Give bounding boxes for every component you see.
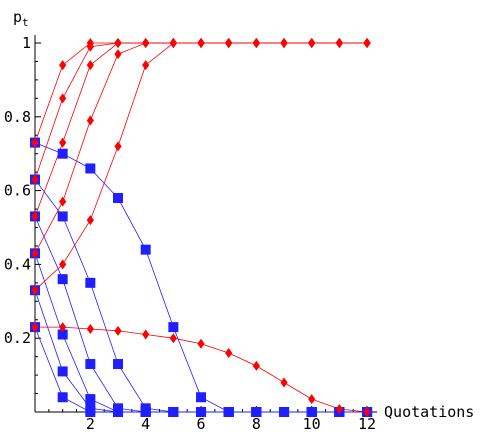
data-point-diamond bbox=[31, 248, 39, 259]
data-point-diamond bbox=[114, 49, 122, 60]
data-point-diamond bbox=[31, 322, 39, 333]
data-point-square bbox=[140, 407, 151, 417]
data-point-square bbox=[168, 407, 179, 417]
data-point-square bbox=[57, 148, 68, 159]
data-point-diamond bbox=[114, 325, 122, 336]
y-tick-label: 0.4 bbox=[4, 255, 31, 273]
y-tick-label: 1 bbox=[22, 34, 31, 52]
data-point-square bbox=[113, 192, 124, 203]
data-point-diamond bbox=[308, 38, 316, 48]
data-point-diamond bbox=[31, 137, 39, 148]
data-point-diamond bbox=[86, 115, 94, 126]
series-line-red bbox=[34, 42, 367, 143]
y-tick-label: 0.8 bbox=[4, 108, 31, 126]
series-layer bbox=[30, 38, 373, 417]
data-point-square bbox=[85, 394, 96, 405]
data-point-diamond bbox=[31, 285, 39, 296]
data-point-diamond bbox=[31, 174, 39, 185]
data-point-square bbox=[57, 366, 68, 377]
x-axis-title: Quotations bbox=[384, 403, 474, 421]
series-line-blue bbox=[34, 253, 367, 413]
data-point-diamond bbox=[86, 215, 94, 226]
ticks: 2 4 6 8 10 12 0.2 0.4 0.6 0.8 1 bbox=[4, 34, 376, 433]
data-point-diamond bbox=[225, 38, 233, 48]
data-point-diamond bbox=[197, 38, 205, 48]
series-line-red bbox=[34, 42, 367, 217]
series-markers bbox=[30, 38, 373, 417]
data-point-square bbox=[85, 359, 96, 370]
data-point-diamond bbox=[169, 333, 177, 344]
data-point-diamond bbox=[142, 60, 150, 71]
series-line-blue bbox=[34, 216, 367, 413]
data-point-diamond bbox=[169, 38, 177, 48]
data-point-diamond bbox=[335, 404, 343, 415]
data-point-diamond bbox=[114, 141, 122, 152]
series-line-red bbox=[34, 42, 367, 254]
data-point-square bbox=[57, 329, 68, 340]
data-point-square bbox=[223, 407, 234, 417]
data-point-diamond bbox=[59, 322, 67, 333]
data-point-square bbox=[85, 407, 96, 417]
data-point-square bbox=[57, 274, 68, 285]
data-point-square bbox=[57, 211, 68, 222]
data-point-square bbox=[85, 277, 96, 288]
data-point-diamond bbox=[252, 38, 260, 48]
data-point-diamond bbox=[280, 377, 288, 388]
data-point-diamond bbox=[86, 323, 94, 334]
series-lines bbox=[34, 42, 368, 413]
data-point-diamond bbox=[225, 347, 233, 358]
series-line-blue bbox=[34, 179, 367, 413]
x-tick-label: 4 bbox=[141, 415, 150, 433]
y-axis-title: pt bbox=[13, 8, 29, 29]
data-point-square bbox=[57, 392, 68, 403]
y-tick-label: 0.2 bbox=[4, 329, 31, 347]
data-point-square bbox=[196, 392, 207, 403]
data-point-diamond bbox=[142, 329, 150, 340]
data-point-diamond bbox=[59, 196, 67, 207]
data-point-square bbox=[113, 359, 124, 370]
data-point-diamond bbox=[197, 338, 205, 349]
data-point-square bbox=[196, 407, 207, 417]
series-line-red bbox=[34, 42, 367, 180]
data-point-diamond bbox=[142, 38, 150, 48]
data-point-diamond bbox=[363, 38, 371, 48]
y-axis-title-subscript: t bbox=[22, 16, 29, 29]
data-point-diamond bbox=[86, 60, 94, 71]
x-tick-label: 10 bbox=[303, 415, 321, 433]
series-line-blue bbox=[34, 142, 367, 413]
data-point-diamond bbox=[335, 38, 343, 48]
x-tick-label: 6 bbox=[197, 415, 206, 433]
data-point-diamond bbox=[59, 137, 67, 148]
y-axis-title-main: p bbox=[13, 8, 22, 26]
data-point-diamond bbox=[252, 360, 260, 371]
axes bbox=[34, 35, 378, 413]
data-point-diamond bbox=[59, 60, 67, 71]
data-point-diamond bbox=[86, 41, 94, 52]
data-point-diamond bbox=[308, 394, 316, 405]
data-point-square bbox=[168, 322, 179, 333]
data-point-square bbox=[140, 244, 151, 255]
data-point-diamond bbox=[31, 211, 39, 222]
data-point-square bbox=[306, 407, 317, 417]
data-point-square bbox=[279, 407, 290, 417]
data-point-square bbox=[85, 163, 96, 174]
x-tick-label: 12 bbox=[358, 415, 376, 433]
x-tick-label: 2 bbox=[86, 415, 95, 433]
data-point-square bbox=[113, 407, 124, 417]
data-point-diamond bbox=[280, 38, 288, 48]
y-tick-label: 0.6 bbox=[4, 182, 31, 200]
data-point-diamond bbox=[59, 93, 67, 104]
data-point-square bbox=[251, 407, 262, 417]
x-tick-label: 8 bbox=[252, 415, 261, 433]
data-point-diamond bbox=[363, 407, 371, 417]
data-point-diamond bbox=[59, 259, 67, 270]
data-point-diamond bbox=[114, 38, 122, 48]
